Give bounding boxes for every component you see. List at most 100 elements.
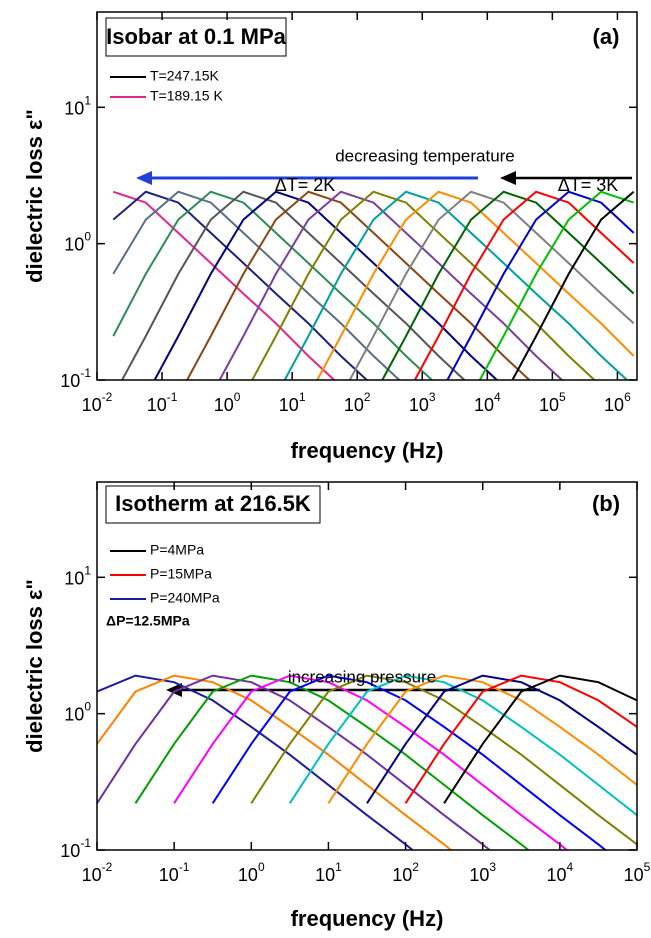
arrows [136, 171, 632, 697]
x-tick-label: 100 [214, 390, 241, 415]
tick-exponent: 1 [84, 93, 91, 107]
x-tick-label: 10-1 [159, 860, 190, 885]
data-line [173, 674, 569, 850]
tick-base: 10 [392, 865, 412, 885]
data-line [348, 190, 635, 380]
tick-base: 10 [469, 865, 489, 885]
annotation: ΔT= 3K [558, 175, 619, 195]
tick-exponent: -2 [102, 860, 113, 874]
x-tick-label: 10-2 [82, 860, 113, 885]
legend-label: P=240MPa [150, 590, 220, 606]
x-tick-label: 102 [392, 860, 419, 885]
data-line [327, 674, 637, 804]
x-tick-label: 106 [604, 390, 631, 415]
tick-exponent: 6 [624, 390, 631, 404]
y-tick-label: 100 [64, 700, 91, 725]
tick-exponent: 0 [234, 390, 241, 404]
data-line [478, 190, 635, 380]
tick-base: 10 [60, 841, 80, 861]
y-axis-label: dielectric loss ε" [22, 579, 47, 753]
legend-label: T=247.15K [150, 68, 220, 84]
data-line [120, 190, 466, 380]
tick-exponent: 3 [489, 860, 496, 874]
plot-lines [112, 190, 635, 380]
plot-frame [96, 11, 638, 381]
tick-exponent: 2 [412, 860, 419, 874]
data-line [97, 674, 415, 850]
y-tick-label: 100 [64, 230, 91, 255]
tick-exponent: 5 [644, 860, 651, 874]
tick-exponent: -1 [80, 836, 91, 850]
x-tick-label: 100 [238, 860, 265, 885]
x-tick-label: 105 [539, 390, 566, 415]
data-line [288, 674, 637, 816]
x-tick-label: 10-1 [147, 390, 178, 415]
title-box [105, 485, 321, 524]
tick-base: 10 [214, 395, 234, 415]
tick-exponent: 1 [299, 390, 306, 404]
x-tick-label: 103 [469, 860, 496, 885]
data-line [443, 674, 637, 804]
x-tick-label: 102 [344, 390, 371, 415]
tick-base: 10 [60, 371, 80, 391]
tick-exponent: 3 [429, 390, 436, 404]
data-line [153, 190, 499, 380]
y-tick-label: 101 [64, 563, 91, 588]
data-line [112, 190, 369, 380]
data-line [218, 190, 564, 380]
annotation: ΔT= 2K [275, 175, 336, 195]
title-box [105, 17, 287, 57]
data-line [211, 674, 607, 850]
tick-base: 10 [238, 865, 258, 885]
tick-exponent: -1 [167, 390, 178, 404]
annotation: ΔP=12.5MPa [106, 613, 190, 629]
annotation: (a) [593, 24, 620, 49]
tick-exponent: 1 [335, 860, 342, 874]
data-line [97, 674, 492, 850]
data-line [112, 190, 434, 380]
tick-exponent: 5 [559, 390, 566, 404]
tick-base: 10 [64, 98, 84, 118]
x-tick-label: 104 [474, 390, 501, 415]
tick-exponent: 4 [567, 860, 574, 874]
annotation: increasing pressure [288, 667, 436, 686]
data-line [251, 190, 596, 380]
y-tick-label: 10-1 [60, 366, 91, 391]
tick-base: 10 [546, 865, 566, 885]
y-tick-label: 10-1 [60, 836, 91, 861]
tick-exponent: 2 [364, 390, 371, 404]
data-line [366, 674, 637, 804]
y-tick-label: 101 [64, 93, 91, 118]
data-line [283, 190, 629, 380]
tick-base: 10 [624, 865, 644, 885]
tick-base: 10 [147, 395, 167, 415]
tick-base: 10 [159, 865, 179, 885]
tick-base: 10 [604, 395, 624, 415]
x-axis-label: frequency (Hz) [291, 438, 444, 463]
annotation: (b) [592, 491, 620, 516]
x-tick-label: 10-2 [82, 390, 113, 415]
tick-exponent: -2 [102, 390, 113, 404]
tick-exponent: -1 [179, 860, 190, 874]
data-line [316, 190, 635, 380]
annotation: decreasing temperature [335, 146, 515, 165]
x-tick-label: 103 [409, 390, 436, 415]
tick-base: 10 [279, 395, 299, 415]
tick-exponent: 0 [84, 700, 91, 714]
data-line [97, 674, 453, 850]
data-line [185, 190, 531, 380]
x-tick-label: 104 [546, 860, 573, 885]
data-line [134, 674, 530, 850]
tick-base: 10 [64, 234, 84, 254]
tick-exponent: -1 [80, 366, 91, 380]
data-line [112, 190, 336, 380]
tick-base: 10 [315, 865, 335, 885]
tick-base: 10 [539, 395, 559, 415]
tick-exponent: 4 [494, 390, 501, 404]
tick-base: 10 [82, 395, 102, 415]
data-line [381, 190, 635, 380]
data-line [404, 674, 637, 804]
x-tick-label: 101 [315, 860, 342, 885]
x-axis-label: frequency (Hz) [291, 906, 444, 931]
